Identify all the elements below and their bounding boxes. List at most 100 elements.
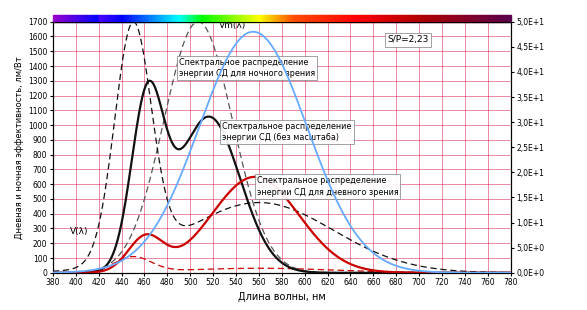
- Bar: [330, 15, 332, 22]
- Bar: [352, 15, 353, 22]
- Bar: [230, 15, 231, 22]
- Bar: [68, 15, 69, 22]
- Bar: [357, 15, 358, 22]
- Bar: [238, 15, 239, 22]
- Bar: [116, 15, 117, 22]
- Bar: [327, 15, 328, 22]
- Bar: [62, 15, 63, 22]
- Bar: [271, 15, 272, 22]
- Bar: [186, 15, 187, 22]
- Bar: [174, 15, 176, 22]
- Bar: [289, 15, 291, 22]
- Bar: [388, 15, 389, 22]
- Bar: [442, 15, 443, 22]
- Bar: [315, 15, 316, 22]
- Bar: [360, 15, 362, 22]
- Bar: [377, 15, 379, 22]
- Bar: [414, 15, 416, 22]
- Bar: [317, 15, 318, 22]
- Bar: [343, 15, 345, 22]
- Bar: [130, 15, 131, 22]
- Bar: [143, 15, 144, 22]
- Bar: [498, 15, 499, 22]
- Bar: [301, 15, 302, 22]
- Bar: [369, 15, 370, 22]
- Bar: [508, 15, 510, 22]
- Bar: [132, 15, 133, 22]
- Bar: [254, 15, 255, 22]
- Bar: [146, 15, 147, 22]
- Bar: [266, 15, 268, 22]
- Bar: [173, 15, 174, 22]
- Bar: [234, 15, 235, 22]
- Bar: [160, 15, 161, 22]
- Bar: [262, 15, 263, 22]
- Bar: [209, 15, 210, 22]
- Bar: [456, 15, 457, 22]
- Bar: [397, 15, 398, 22]
- Bar: [142, 15, 143, 22]
- Bar: [89, 15, 90, 22]
- Bar: [108, 15, 109, 22]
- Bar: [166, 15, 167, 22]
- Bar: [242, 15, 244, 22]
- Bar: [261, 15, 262, 22]
- Bar: [423, 15, 424, 22]
- Bar: [167, 15, 168, 22]
- Bar: [77, 15, 78, 22]
- Bar: [464, 15, 465, 22]
- Bar: [71, 15, 72, 22]
- Bar: [406, 15, 407, 22]
- Text: Спектральное распределение
энергии СД для дневного зрения: Спектральное распределение энергии СД дл…: [257, 176, 399, 197]
- Bar: [328, 15, 329, 22]
- Bar: [149, 15, 150, 22]
- Bar: [392, 15, 393, 22]
- Bar: [79, 15, 80, 22]
- Bar: [446, 15, 447, 22]
- Bar: [504, 15, 505, 22]
- Bar: [298, 15, 299, 22]
- Bar: [395, 15, 396, 22]
- Bar: [233, 15, 234, 22]
- Bar: [115, 15, 116, 22]
- Bar: [293, 15, 294, 22]
- Bar: [107, 15, 108, 22]
- Bar: [181, 15, 183, 22]
- Bar: [383, 15, 384, 22]
- Bar: [490, 15, 491, 22]
- Bar: [287, 15, 288, 22]
- Bar: [237, 15, 238, 22]
- Bar: [426, 15, 427, 22]
- Bar: [162, 15, 163, 22]
- Bar: [235, 15, 237, 22]
- Bar: [63, 15, 65, 22]
- Bar: [259, 15, 261, 22]
- Bar: [131, 15, 132, 22]
- Bar: [232, 15, 233, 22]
- Bar: [461, 15, 463, 22]
- Bar: [193, 15, 194, 22]
- Bar: [296, 15, 297, 22]
- Bar: [494, 15, 495, 22]
- Bar: [178, 15, 179, 22]
- Bar: [345, 15, 346, 22]
- Bar: [402, 15, 403, 22]
- Bar: [319, 15, 320, 22]
- Bar: [453, 15, 454, 22]
- Bar: [398, 15, 399, 22]
- Bar: [500, 15, 501, 22]
- Bar: [104, 15, 106, 22]
- Bar: [496, 15, 497, 22]
- Bar: [273, 15, 274, 22]
- Bar: [56, 15, 58, 22]
- Bar: [194, 15, 195, 22]
- Bar: [101, 15, 102, 22]
- Bar: [501, 15, 502, 22]
- Bar: [417, 15, 418, 22]
- Bar: [170, 15, 171, 22]
- Text: Vm(λ): Vm(λ): [219, 20, 246, 30]
- Bar: [489, 15, 490, 22]
- Bar: [221, 15, 222, 22]
- Bar: [436, 15, 437, 22]
- Bar: [84, 15, 85, 22]
